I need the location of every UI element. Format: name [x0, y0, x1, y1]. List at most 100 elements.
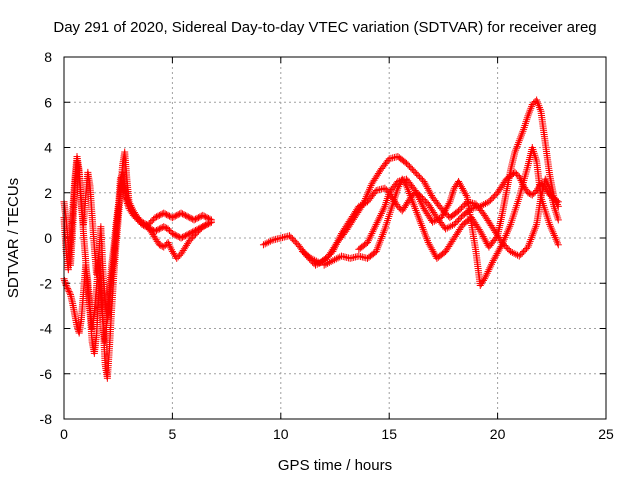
data-point — [448, 192, 456, 200]
data-point — [173, 211, 181, 219]
data-point — [488, 260, 496, 268]
data-point — [530, 99, 538, 107]
data-point — [194, 214, 202, 222]
data-point — [288, 235, 296, 243]
data-point — [311, 256, 319, 264]
data-point — [66, 289, 74, 297]
data-point — [171, 212, 179, 220]
data-point — [179, 210, 187, 218]
data-point — [173, 254, 181, 262]
data-point — [442, 225, 450, 233]
data-point — [502, 243, 510, 251]
data-point — [199, 223, 207, 231]
x-tick-label: 25 — [598, 426, 614, 442]
data-point — [180, 211, 188, 219]
data-point — [179, 233, 187, 241]
data-point — [416, 196, 424, 204]
data-point — [515, 252, 523, 260]
data-point — [183, 231, 191, 239]
data-point — [126, 200, 134, 208]
data-point — [412, 188, 420, 196]
data-point — [440, 208, 448, 216]
data-point — [460, 188, 468, 196]
data-point — [504, 245, 512, 253]
data-point — [266, 237, 274, 245]
data-point — [181, 211, 189, 219]
data-point — [324, 259, 332, 267]
data-point — [373, 219, 381, 227]
x-tick-label: 20 — [490, 426, 506, 442]
data-point — [486, 196, 494, 204]
data-point — [458, 184, 466, 192]
data-point — [194, 227, 202, 235]
data-point — [438, 212, 446, 220]
data-point — [404, 161, 412, 169]
data-point — [527, 190, 535, 198]
data-point — [160, 209, 168, 217]
data-point — [442, 205, 450, 213]
data-point — [488, 258, 496, 266]
data-point — [403, 159, 411, 167]
data-point — [377, 210, 385, 218]
x-tick-label: 0 — [60, 426, 68, 442]
data-point — [135, 215, 143, 223]
data-point — [441, 207, 449, 215]
data-point — [161, 223, 169, 231]
data-point — [189, 233, 197, 241]
data-point — [167, 244, 175, 252]
data-point — [379, 206, 387, 214]
data-point — [329, 257, 337, 265]
data-point — [155, 225, 163, 233]
data-point — [507, 248, 515, 256]
chart-title: Day 291 of 2020, Sidereal Day-to-day VTE… — [53, 19, 596, 36]
data-point — [497, 243, 505, 251]
data-point — [63, 283, 71, 291]
data-point — [443, 203, 451, 211]
data-point — [331, 256, 339, 264]
data-point — [424, 184, 432, 192]
data-point — [515, 173, 523, 181]
data-point — [425, 186, 433, 194]
data-point — [160, 243, 168, 251]
data-point — [443, 224, 451, 232]
data-point — [161, 242, 169, 250]
data-point — [366, 233, 374, 241]
data-point — [416, 173, 424, 181]
data-point — [378, 208, 386, 216]
data-point — [285, 232, 293, 240]
data-point — [528, 191, 536, 199]
data-point — [411, 168, 419, 176]
data-point — [177, 209, 185, 217]
data-point — [453, 217, 461, 225]
data-point — [496, 244, 504, 252]
data-point — [200, 212, 208, 220]
data-point — [164, 239, 172, 247]
data-point — [381, 184, 389, 192]
data-point — [200, 222, 208, 230]
data-point — [163, 211, 171, 219]
data-point — [203, 220, 211, 228]
data-points — [60, 96, 562, 382]
data-point — [448, 190, 456, 198]
data-point — [543, 179, 551, 187]
data-point — [452, 219, 460, 227]
data-point — [376, 213, 384, 221]
data-point — [517, 251, 525, 259]
data-point — [444, 201, 452, 209]
data-point — [65, 288, 73, 296]
x-axis-label: GPS time / hours — [278, 457, 392, 474]
data-point — [462, 192, 470, 200]
data-point — [62, 280, 70, 288]
data-point — [147, 218, 155, 226]
y-tick-label: -8 — [40, 411, 53, 427]
data-point — [134, 214, 142, 222]
data-point — [199, 211, 207, 219]
data-point — [193, 214, 201, 222]
data-point — [129, 205, 137, 213]
data-point — [168, 246, 176, 254]
data-point — [372, 220, 380, 228]
data-point — [370, 224, 378, 232]
y-tick-label: 0 — [44, 230, 52, 246]
data-point — [491, 253, 499, 261]
data-point — [457, 204, 465, 212]
